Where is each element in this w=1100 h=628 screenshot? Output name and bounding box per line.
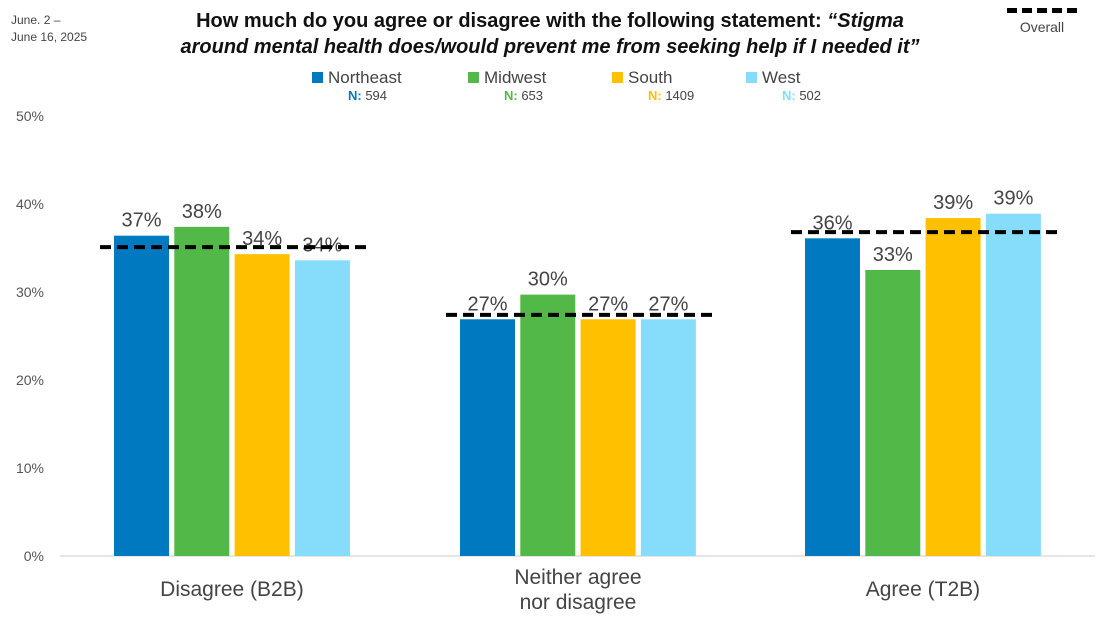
bar-northeast: [114, 235, 169, 556]
chart-title: How much do you agree or disagree with t…: [108, 8, 992, 60]
legend-n: N: 1409: [648, 88, 695, 103]
legend-swatch: [612, 72, 623, 83]
x-category-label: Neither agree: [514, 566, 641, 589]
data-label: 33%: [873, 244, 913, 266]
y-tick-label: 10%: [16, 460, 44, 476]
data-label: 36%: [812, 212, 852, 234]
bar-south: [234, 254, 290, 556]
legend-item-west: West N: 502: [746, 68, 821, 103]
data-label: 27%: [648, 293, 688, 315]
y-tick-label: 20%: [16, 372, 44, 388]
bar-south: [925, 218, 981, 556]
legend-n: N: 594: [348, 88, 388, 103]
x-category-label: Disagree (B2B): [160, 578, 304, 601]
title-text: How much do you agree or disagree with t…: [196, 10, 828, 32]
bar-midwest: [174, 226, 230, 556]
legend-item-northeast: Northeast N: 594: [312, 68, 402, 103]
overall-legend: Overall: [1002, 8, 1082, 35]
y-tick-label: 50%: [16, 108, 44, 124]
x-category-label: nor disagree: [520, 591, 637, 614]
data-label: 39%: [933, 192, 973, 214]
legend-swatch: [746, 72, 757, 83]
bar-west: [985, 213, 1041, 556]
legend-label: West: [762, 68, 801, 87]
y-tick-label: 30%: [16, 284, 44, 300]
legend-label: Northeast: [328, 68, 402, 87]
title-italic-2: around mental health does/would prevent …: [180, 36, 920, 58]
legend-n: N: 653: [504, 88, 544, 103]
bar-northeast: [805, 238, 860, 556]
title-italic-1: “Stigma: [827, 10, 904, 32]
data-label: 27%: [588, 293, 628, 315]
data-label: 39%: [993, 188, 1033, 210]
date-range: June. 2 – June 16, 2025: [11, 12, 103, 46]
bar-northeast: [460, 319, 515, 556]
bar-midwest: [520, 294, 576, 556]
legend-item-south: South N: 1409: [612, 68, 694, 103]
date-start: June. 2 –: [11, 13, 61, 27]
data-label: 38%: [182, 201, 222, 223]
overall-dash-icon: [1007, 8, 1077, 13]
y-tick-label: 0%: [24, 548, 44, 564]
bar-west: [640, 319, 696, 556]
data-label: 34%: [242, 228, 282, 250]
legend-swatch: [312, 72, 323, 83]
date-end: June 16, 2025: [11, 30, 88, 44]
x-category-label: Agree (T2B): [866, 578, 980, 601]
legend-n: N: 502: [782, 88, 822, 103]
bar-south: [580, 319, 636, 556]
legend-label: Midwest: [484, 68, 547, 87]
legend-label: South: [628, 68, 673, 87]
overall-label: Overall: [1019, 19, 1065, 35]
data-label: 27%: [467, 293, 507, 315]
legend-swatch: [468, 72, 479, 83]
legend-item-midwest: Midwest N: 653: [468, 68, 547, 103]
data-label: 37%: [121, 210, 161, 232]
bar-west: [294, 260, 350, 556]
data-label: 30%: [528, 269, 568, 291]
bar-midwest: [865, 270, 921, 556]
y-tick-label: 40%: [16, 196, 44, 212]
